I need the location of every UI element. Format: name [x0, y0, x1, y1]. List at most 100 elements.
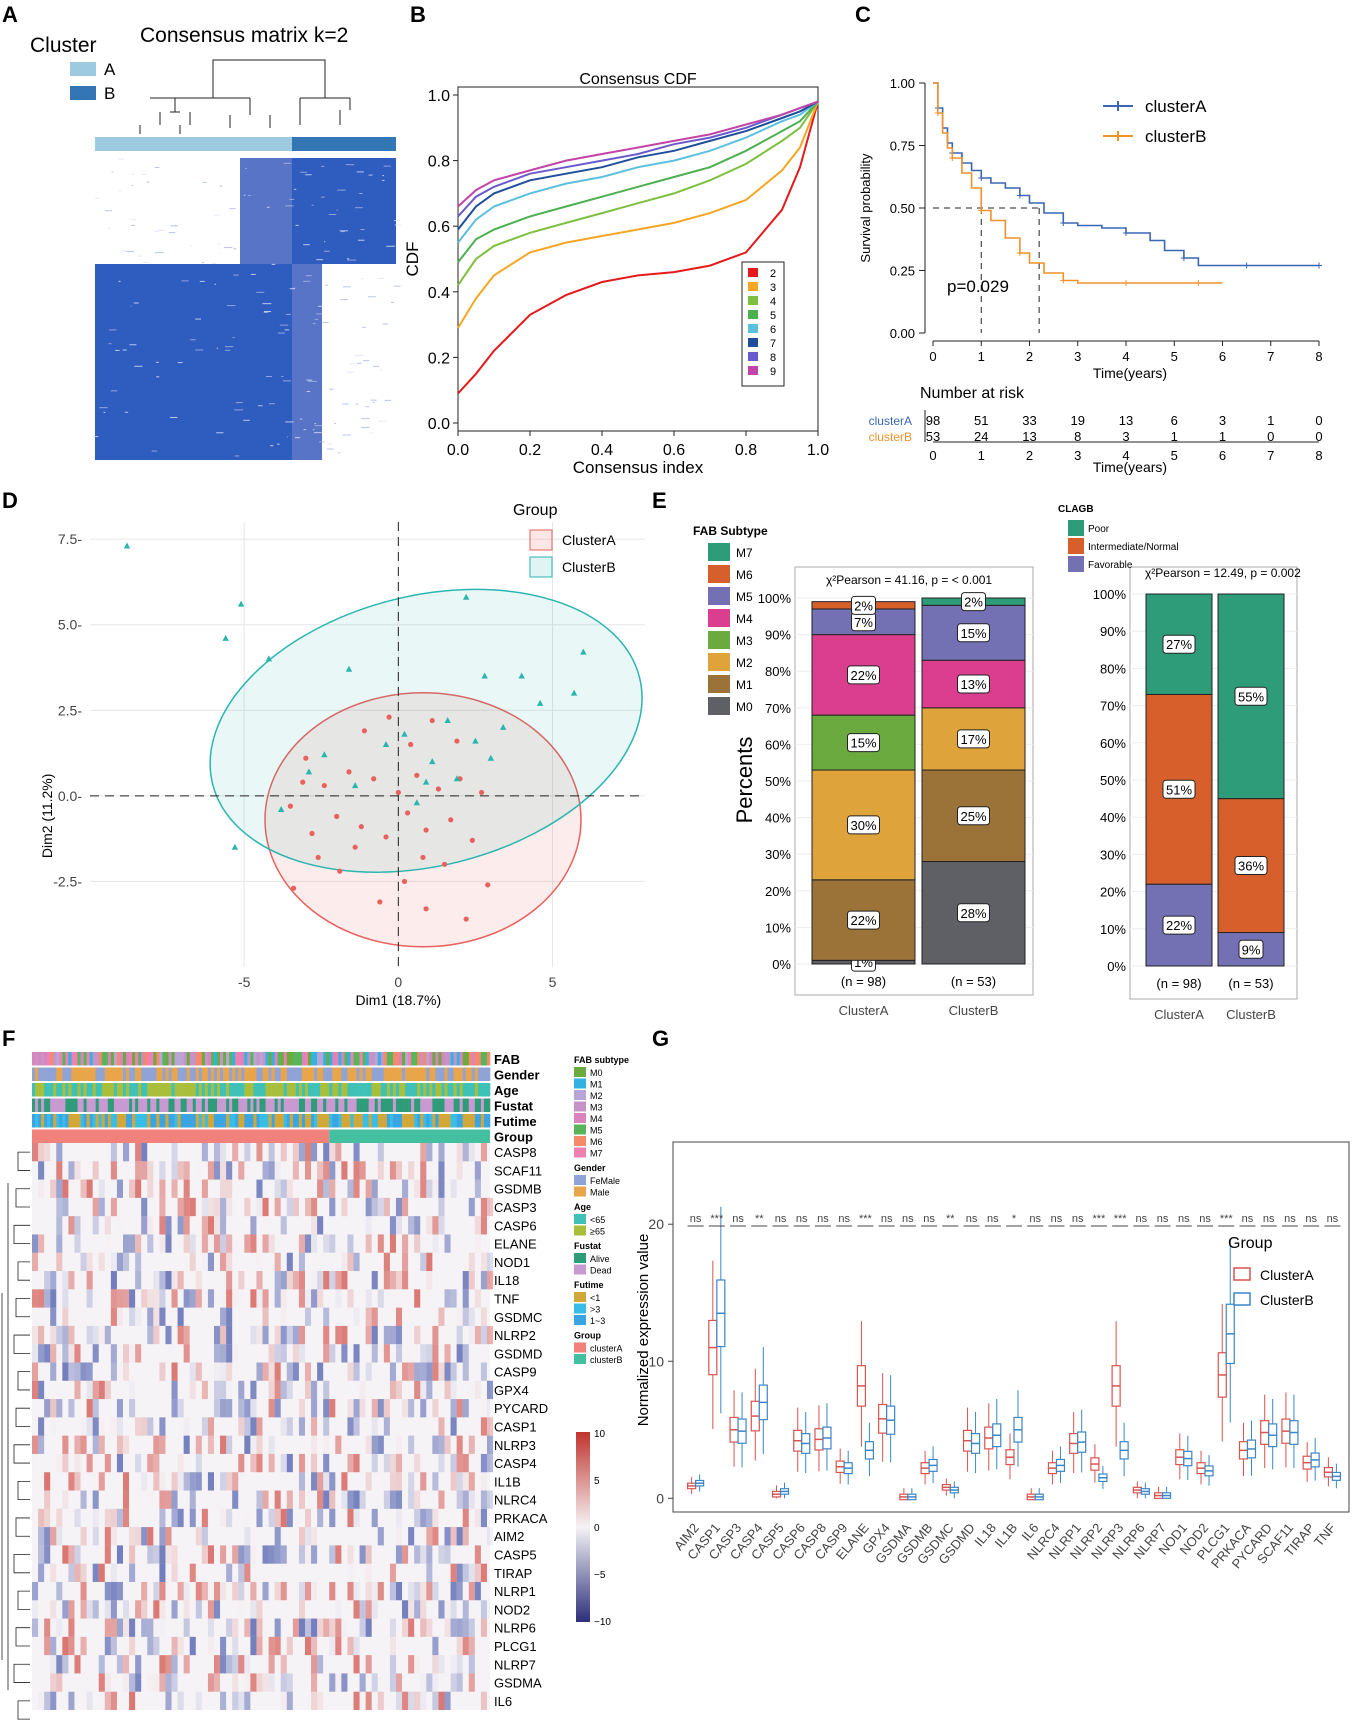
- heat-cell: [450, 1399, 457, 1418]
- annot-cell-Gender: [32, 1067, 36, 1081]
- block-b: [292, 158, 396, 264]
- annot-cell-Futime: [95, 1114, 100, 1128]
- legend-swatch-Poor: [1068, 520, 1084, 536]
- heat-cell: [365, 1362, 372, 1381]
- gene-label-GSDMB: GSDMB: [494, 1182, 542, 1197]
- annot-cell-Fustat: [177, 1098, 181, 1112]
- heat-cell: [32, 1600, 39, 1619]
- annot-cell-Fustat: [477, 1098, 482, 1112]
- heat-cell: [86, 1362, 93, 1381]
- heat-cell: [389, 1216, 396, 1235]
- matrix-noise: [132, 173, 134, 175]
- annot-cell-Age: [432, 1083, 436, 1097]
- heat-cell: [396, 1436, 402, 1454]
- matrix-noise: [244, 167, 247, 169]
- annot-cell-Gender: [405, 1067, 409, 1081]
- heat-cell: [438, 1179, 445, 1198]
- point-ClusterA: [423, 906, 429, 912]
- heat-cell: [213, 1581, 221, 1601]
- heat-cell: [359, 1673, 366, 1692]
- annot-cell-Age: [210, 1083, 215, 1097]
- point-ClusterB: [237, 600, 245, 607]
- heat-cell: [32, 1581, 39, 1601]
- heat-cell: [432, 1234, 439, 1253]
- gene-label-IL1B: IL1B: [494, 1474, 521, 1489]
- y-tick-label: 40%: [765, 811, 791, 826]
- annot-cell-Fustat: [335, 1098, 339, 1112]
- heat-cell: [268, 1143, 275, 1162]
- heat-cell: [68, 1325, 75, 1345]
- heat-cell: [38, 1380, 45, 1400]
- heat-cell: [74, 1435, 81, 1454]
- annot-cell-Futime: [453, 1114, 457, 1128]
- heat-cell: [129, 1563, 136, 1582]
- annot-cell-Futime: [474, 1114, 479, 1128]
- annot-cell-Fustat: [277, 1098, 282, 1112]
- heat-cell: [486, 1197, 494, 1217]
- annot-cell-FAB: [377, 1052, 382, 1066]
- heat-cell: [226, 1325, 233, 1345]
- matrix-noise: [262, 303, 272, 305]
- annot-cell-Gender: [295, 1067, 300, 1081]
- heat-cell: [347, 1362, 354, 1381]
- heat-cell: [347, 1179, 354, 1198]
- heat-cell: [110, 1527, 117, 1546]
- scale-tick-label: 0: [594, 1523, 600, 1534]
- heat-cell: [353, 1508, 360, 1528]
- heat-cell: [335, 1271, 342, 1290]
- heat-cell: [171, 1289, 178, 1308]
- annot-cell-Fustat: [62, 1098, 66, 1112]
- annot-cell-FAB: [156, 1052, 160, 1066]
- annot-cell-Gender: [113, 1067, 118, 1081]
- heat-cell: [159, 1362, 166, 1381]
- annot-cell-FAB: [304, 1052, 309, 1066]
- heat-cell: [280, 1325, 287, 1345]
- annot-cell-Age: [71, 1083, 75, 1097]
- matrix-noise: [146, 181, 150, 183]
- heat-cell: [195, 1362, 202, 1381]
- annot-cell-Age: [150, 1083, 154, 1097]
- annot-cell-Futime: [335, 1114, 339, 1128]
- cluster-bar-a: [95, 137, 292, 151]
- heat-cell: [74, 1362, 81, 1381]
- matrix-noise: [235, 402, 243, 404]
- data-label-ClusterB-Favorable: 9%: [1242, 942, 1261, 957]
- heat-cell: [80, 1636, 87, 1656]
- annot-cell-Age: [223, 1083, 227, 1097]
- annot-cell-Age: [32, 1083, 36, 1097]
- annot-cell-Age: [256, 1083, 260, 1097]
- heat-cell: [238, 1399, 245, 1418]
- heat-cell: [92, 1344, 99, 1363]
- heat-cell: [462, 1289, 469, 1308]
- heat-cell: [238, 1655, 245, 1674]
- stat-text-E1: χ²Pearson = 41.16, p = < 0.001: [826, 573, 992, 587]
- annot-cell-Gender: [465, 1067, 470, 1081]
- heat-cell: [116, 1618, 123, 1637]
- heat-cell: [395, 1508, 403, 1528]
- annot-cell-Fustat: [471, 1098, 476, 1112]
- heat-cell: [147, 1289, 154, 1308]
- heat-cell: [402, 1252, 409, 1272]
- matrix-noise: [190, 339, 196, 341]
- annot-cell-Fustat: [304, 1098, 309, 1112]
- heat-cell: [135, 1252, 142, 1272]
- matrix-noise: [342, 434, 351, 436]
- heat-cell: [359, 1545, 366, 1564]
- annot-cell-Fustat: [447, 1098, 451, 1112]
- annot-cell-Gender: [204, 1067, 209, 1081]
- point-ClusterA: [404, 810, 411, 816]
- heat-cell: [323, 1490, 330, 1509]
- annot-cell-Fustat: [68, 1098, 72, 1112]
- heat-cell: [371, 1307, 378, 1326]
- heat-cell: [38, 1508, 45, 1528]
- annot-cell-Gender: [311, 1067, 315, 1081]
- annot-cell-Age: [186, 1083, 191, 1097]
- y-tick-label: 40%: [1100, 810, 1126, 825]
- matrix-noise: [279, 324, 289, 326]
- significance-GPX4: ns: [881, 1213, 893, 1225]
- significance-TNF: ns: [1327, 1213, 1339, 1225]
- matrix-noise: [265, 375, 273, 377]
- matrix-noise: [170, 225, 177, 227]
- y-tick-label: 0%: [1107, 959, 1126, 974]
- matrix-noise: [369, 432, 374, 434]
